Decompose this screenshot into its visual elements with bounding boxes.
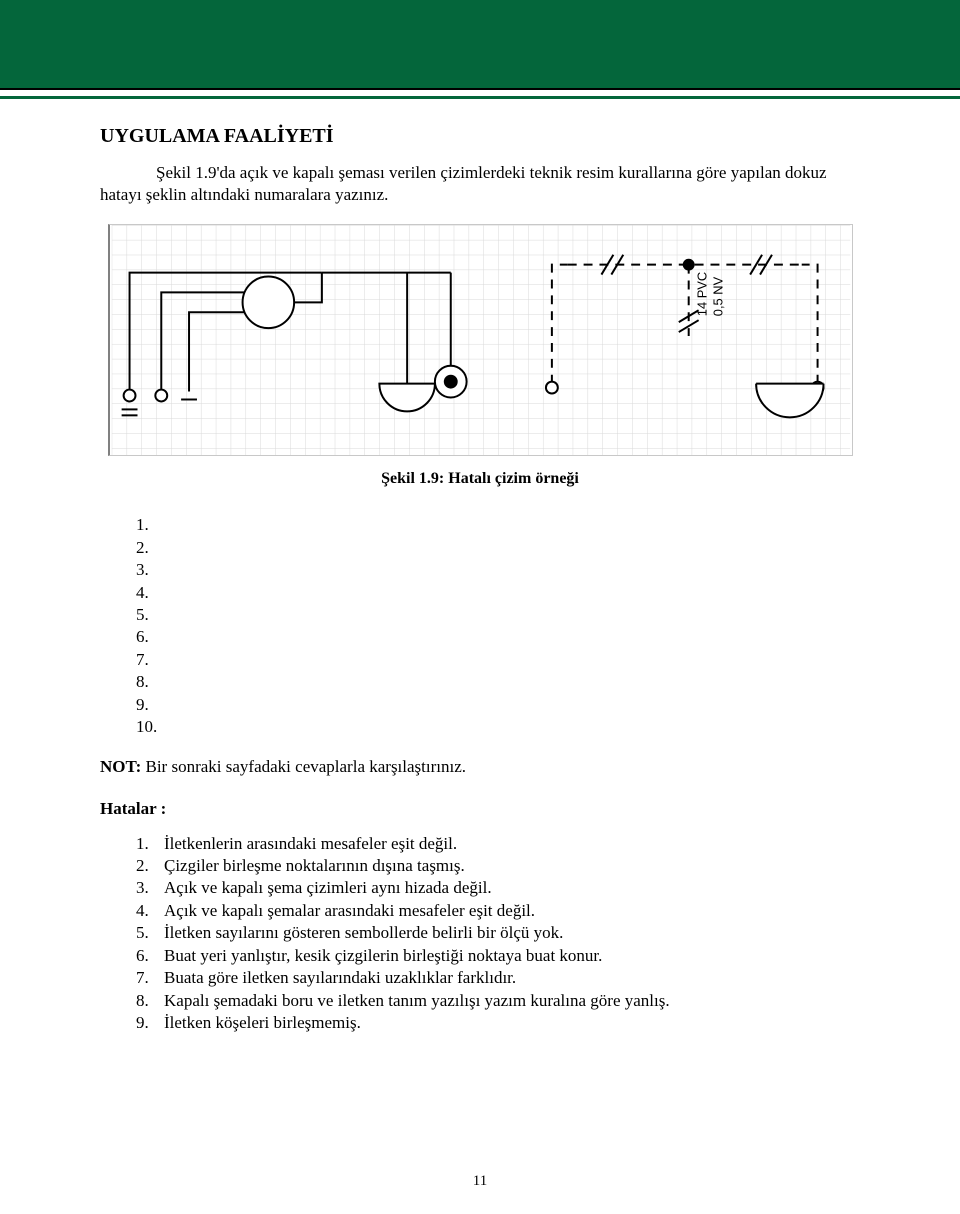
answer-item: 7.Buata göre iletken sayılarındaki uzakl…: [136, 967, 860, 989]
answer-item: 1.İletkenlerin arasındaki mesafeler eşit…: [136, 833, 860, 855]
list-number: 4.: [136, 900, 164, 922]
blank-number-item: 10.: [136, 716, 860, 738]
page-content: UYGULAMA FAALİYETİ Şekil 1.9'da açık ve …: [0, 99, 960, 1035]
blank-number-item: 6.: [136, 626, 860, 648]
list-number: 3.: [136, 877, 164, 899]
answer-item: 2.Çizgiler birleşme noktalarının dışına …: [136, 855, 860, 877]
list-number: 6.: [136, 945, 164, 967]
list-number: 8.: [136, 990, 164, 1012]
blank-number-item: 9.: [136, 694, 860, 716]
list-number: 1.: [136, 833, 164, 855]
answer-text: İletkenlerin arasındaki mesafeler eşit d…: [164, 833, 457, 855]
header-band: [0, 0, 960, 90]
note-text: Bir sonraki sayfadaki cevaplarla karşıla…: [141, 757, 466, 776]
list-number: 7.: [136, 967, 164, 989]
list-number: 5.: [136, 604, 164, 626]
label-pvc: 14 PVC: [694, 272, 709, 316]
intro-paragraph: Şekil 1.9'da açık ve kapalı şeması veril…: [100, 162, 860, 206]
blank-number-item: 4.: [136, 582, 860, 604]
blank-number-list: 1.2.3.4.5.6.7.8.9.10.: [100, 514, 860, 738]
figure-caption: Şekil 1.9: Hatalı çizim örneği: [100, 470, 860, 488]
page-number: 11: [0, 1173, 960, 1190]
blank-number-item: 3.: [136, 559, 860, 581]
answer-text: Çizgiler birleşme noktalarının dışına ta…: [164, 855, 465, 877]
diagram-container: 14 PVC 0,5 NV: [100, 224, 860, 456]
list-number: 1.: [136, 514, 164, 536]
list-number: 6.: [136, 626, 164, 648]
errors-heading: Hatalar :: [100, 799, 860, 819]
circuit-diagram: 14 PVC 0,5 NV: [108, 224, 853, 456]
note-line: NOT: Bir sonraki sayfadaki cevaplarla ka…: [100, 757, 860, 777]
answer-item: 4.Açık ve kapalı şemalar arasındaki mesa…: [136, 900, 860, 922]
blank-number-item: 8.: [136, 671, 860, 693]
answer-item: 3.Açık ve kapalı şema çizimleri aynı hiz…: [136, 877, 860, 899]
answer-text: Açık ve kapalı şema çizimleri aynı hizad…: [164, 877, 492, 899]
blank-number-item: 7.: [136, 649, 860, 671]
list-number: 2.: [136, 855, 164, 877]
blank-number-item: 5.: [136, 604, 860, 626]
answer-item: 5.İletken sayılarını gösteren sembollerd…: [136, 922, 860, 944]
blank-number-item: 1.: [136, 514, 860, 536]
answers-list: 1.İletkenlerin arasındaki mesafeler eşit…: [100, 833, 860, 1035]
list-number: 3.: [136, 559, 164, 581]
list-number: 9.: [136, 694, 164, 716]
answer-text: Buat yeri yanlıştır, kesik çizgilerin bi…: [164, 945, 602, 967]
list-number: 5.: [136, 922, 164, 944]
page-title: UYGULAMA FAALİYETİ: [100, 125, 860, 148]
answer-item: 9.İletken köşeleri birleşmemiş.: [136, 1012, 860, 1034]
answer-text: Kapalı şemadaki boru ve iletken tanım ya…: [164, 990, 670, 1012]
answer-item: 6.Buat yeri yanlıştır, kesik çizgilerin …: [136, 945, 860, 967]
list-number: 8.: [136, 671, 164, 693]
list-number: 4.: [136, 582, 164, 604]
list-number: 10.: [136, 716, 164, 738]
list-number: 7.: [136, 649, 164, 671]
answer-item: 8.Kapalı şemadaki boru ve iletken tanım …: [136, 990, 860, 1012]
blank-number-item: 2.: [136, 537, 860, 559]
note-label: NOT:: [100, 757, 141, 776]
answer-text: İletken köşeleri birleşmemiş.: [164, 1012, 361, 1034]
answer-text: İletken sayılarını gösteren sembollerde …: [164, 922, 563, 944]
list-number: 2.: [136, 537, 164, 559]
label-nv: 0,5 NV: [710, 277, 725, 317]
answer-text: Buata göre iletken sayılarındaki uzaklık…: [164, 967, 516, 989]
answer-text: Açık ve kapalı şemalar arasındaki mesafe…: [164, 900, 535, 922]
list-number: 9.: [136, 1012, 164, 1034]
